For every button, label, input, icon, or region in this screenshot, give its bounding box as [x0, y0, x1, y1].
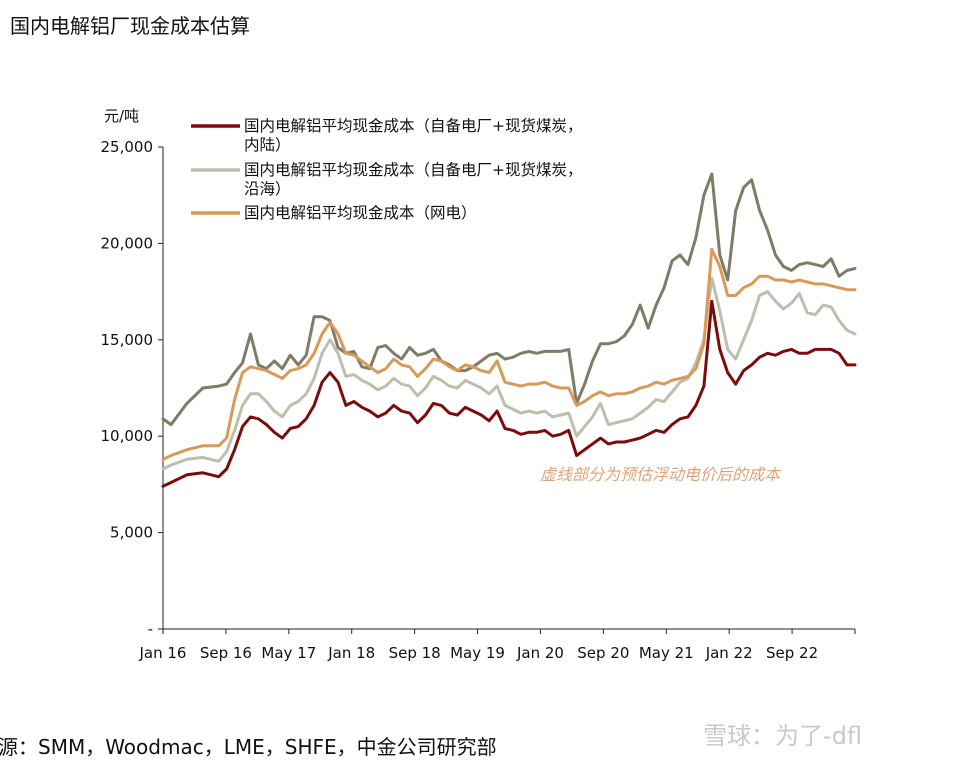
x-tick-label: Sep 18 [389, 644, 441, 662]
x-tick-label: May 21 [639, 644, 694, 662]
x-tick-label: May 19 [450, 644, 505, 662]
legend-entry-0: 国内电解铝平均现金成本（自备电厂+现货煤炭，内陆） [244, 117, 583, 154]
series-line-3 [161, 172, 857, 427]
x-tick-label: Sep 16 [200, 644, 252, 662]
y-tick-label: 25,000 [101, 138, 154, 156]
y-tick-label: 20,000 [101, 234, 154, 252]
source-note: 源：SMM，Woodmac，LME，SHFE，中金公司研究部 [0, 735, 497, 759]
dashed-annotation: 虚线部分为预估浮动电价后的成本 [540, 465, 782, 484]
series-line-1 [161, 276, 857, 471]
legend-entry-1: 国内电解铝平均现金成本（自备电厂+现货煤炭，沿海） [244, 161, 583, 198]
x-tick-label: Jan 18 [327, 644, 375, 662]
x-tick-label: Sep 22 [766, 644, 818, 662]
legend: 国内电解铝平均现金成本（自备电厂+现货煤炭，内陆） 国内电解铝平均现金成本（自备电… [191, 117, 583, 222]
axes: - 5,000 10,000 15,000 20,000 25,000 Jan 16 Sep … [101, 138, 856, 662]
page-title: 国内电解铝厂现金成本估算 [10, 14, 250, 38]
y-axis-label: 元/吨 [104, 107, 139, 125]
x-tick-label: Jan 16 [139, 644, 187, 662]
x-tick-label: Jan 20 [516, 644, 564, 662]
series-line-2 [161, 247, 857, 461]
y-tick-label: 15,000 [101, 331, 154, 349]
legend-entry-2: 国内电解铝平均现金成本（网电） [244, 204, 477, 222]
y-tick-label: 10,000 [101, 427, 154, 445]
series-line-0 [161, 299, 857, 488]
watermark: 雪球：为了-dfl [703, 722, 863, 750]
y-tick-label: 5,000 [110, 524, 153, 542]
x-tick-label: Jan 22 [705, 644, 753, 662]
x-tick-label: Sep 20 [577, 644, 629, 662]
x-tick-label: May 17 [261, 644, 316, 662]
y-tick-label: - [148, 620, 153, 638]
series-layer [161, 172, 857, 488]
